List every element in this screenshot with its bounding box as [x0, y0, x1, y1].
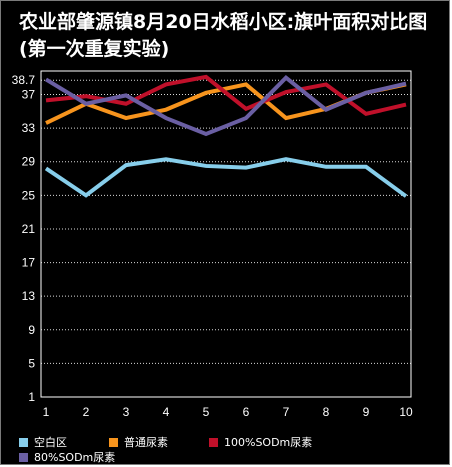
legend-item: 80%SODm尿素	[19, 449, 116, 464]
x-tick-label: 4	[163, 405, 170, 419]
x-tick-label: 8	[323, 405, 330, 419]
legend-item: 普通尿素	[109, 434, 168, 450]
y-tick-label: 25	[22, 188, 36, 202]
legend-swatch	[109, 437, 118, 447]
y-tick-label: 21	[22, 222, 36, 236]
x-tick-label: 2	[83, 405, 90, 419]
plot-border	[40, 70, 412, 398]
legend-swatch	[19, 437, 28, 447]
x-tick-label: 6	[243, 405, 250, 419]
y-tick-label: 37	[22, 88, 36, 102]
x-tick-label: 10	[399, 405, 413, 419]
legend-swatch	[209, 437, 218, 447]
legend-item: 100%SODm尿素	[209, 434, 312, 450]
y-tick-label: 9	[28, 323, 35, 337]
legend-label: 100%SODm尿素	[224, 436, 313, 449]
legend: 空白区 普通尿素 100%SODm尿素 80%SODm尿素	[1, 429, 449, 464]
legend-label: 空白区	[34, 436, 67, 449]
x-tick-label: 5	[203, 405, 210, 419]
series-line-0	[44, 157, 408, 198]
x-tick-label: 1	[43, 405, 50, 419]
series-lines	[44, 74, 408, 198]
legend-swatch	[19, 452, 28, 462]
y-tick-label: 5	[28, 356, 35, 370]
y-tick-label: 38.7	[12, 73, 36, 87]
y-tick-label: 13	[22, 289, 36, 303]
x-tick-label: 9	[363, 405, 370, 419]
y-tick-label: 33	[22, 121, 36, 135]
x-tick-label: 7	[283, 405, 290, 419]
x-tick-label: 3	[123, 405, 130, 419]
y-tick-label: 29	[22, 155, 36, 169]
chart-title: 农业部肇源镇8月20日水稻小区:旗叶面积对比图(第一次重复实验)	[19, 11, 428, 60]
legend-label: 80%SODm尿素	[34, 451, 116, 464]
y-tick-label: 1	[28, 390, 35, 404]
series-line-3	[44, 75, 407, 137]
legend-label: 普通尿素	[124, 436, 168, 449]
legend-item: 空白区	[19, 434, 67, 450]
y-tick-label: 17	[22, 256, 36, 270]
grid-lines	[41, 79, 411, 364]
